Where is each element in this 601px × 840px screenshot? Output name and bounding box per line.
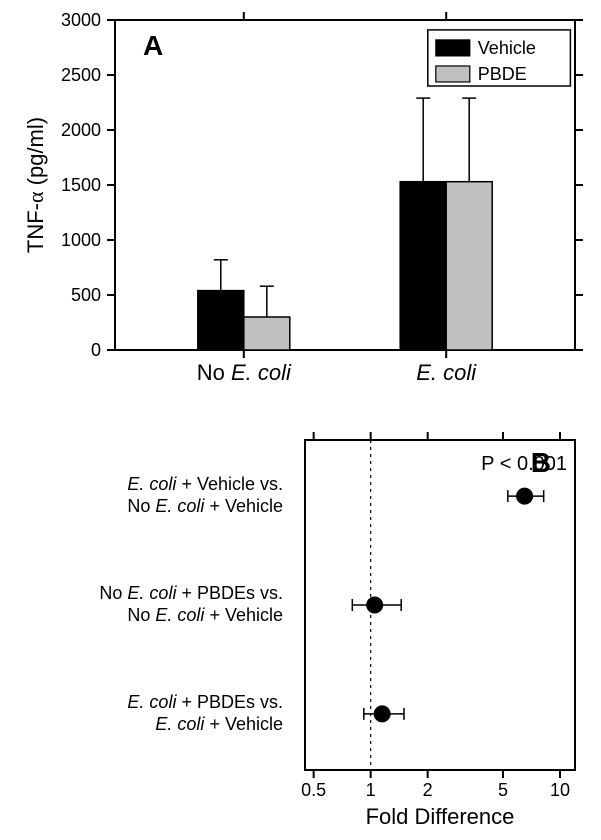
panel-b-row-label: No E. coli + PBDEs vs.: [99, 583, 283, 603]
panel-a-bar: [400, 182, 446, 350]
panel-b-xtick-label: 2: [423, 780, 433, 800]
panel-a-bar: [244, 317, 290, 350]
panel-b-marker: [517, 488, 533, 504]
panel-b-row-label: E. coli + Vehicle vs.: [127, 474, 283, 494]
panel-a-letter: A: [143, 30, 163, 61]
panel-a-ytick-label: 500: [71, 285, 101, 305]
panel-b-row-label: E. coli + Vehicle: [155, 714, 283, 734]
legend-label: Vehicle: [478, 38, 536, 58]
panel-a-ylabel: TNF-α (pg/ml): [23, 117, 48, 253]
legend-swatch: [436, 40, 470, 56]
panel-a-ytick-label: 2500: [61, 65, 101, 85]
figure: 0 500 1000 1500 2000 2500 3000 TNF-α (pg/ml) No …: [0, 0, 601, 840]
panel-b-row-label: E. coli + PBDEs vs.: [127, 692, 283, 712]
panel-b-marker: [374, 706, 390, 722]
panel-a-ytick-label: 2000: [61, 120, 101, 140]
panel-b-row-label: No E. coli + Vehicle: [127, 496, 283, 516]
panel-b-pvalue: P < 0.001: [481, 453, 567, 475]
panel-a-bar: [198, 291, 244, 350]
panel-a-ytick-label: 1500: [61, 175, 101, 195]
panel-a-bar: [446, 182, 492, 350]
panel-a-ytick-label: 1000: [61, 230, 101, 250]
panel-a-ytick-label: 3000: [61, 10, 101, 30]
panel-b-xtick-label: 5: [498, 780, 508, 800]
panel-a-ytick-label: 0: [91, 340, 101, 360]
legend-swatch: [436, 66, 470, 82]
panel-a-xlabel: E. coli: [416, 360, 477, 385]
panel-b-axes: [305, 440, 575, 770]
legend-label: PBDE: [478, 64, 527, 84]
panel-b-marker: [367, 597, 383, 613]
panel-b-row-label: No E. coli + Vehicle: [127, 605, 283, 625]
figure-svg: 0 500 1000 1500 2000 2500 3000 TNF-α (pg/ml) No …: [0, 0, 601, 840]
panel-b-xlabel: Fold Difference: [366, 804, 515, 829]
panel-b-xtick-label: 0.5: [301, 780, 326, 800]
panel-a-xlabel: No E. coli: [197, 360, 292, 385]
panel-b-xtick-label: 10: [550, 780, 570, 800]
panel-b-xtick-label: 1: [366, 780, 376, 800]
